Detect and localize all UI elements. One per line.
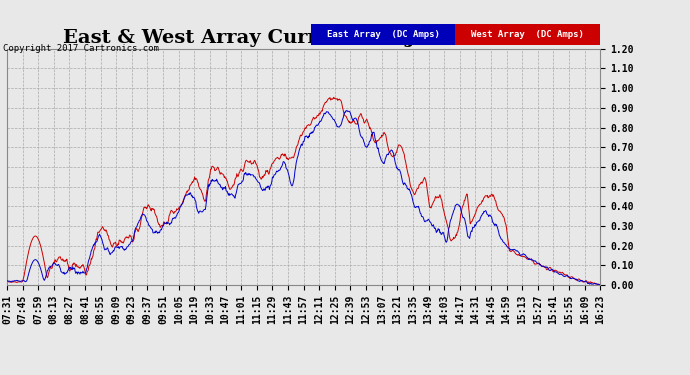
Text: Copyright 2017 Cartronics.com: Copyright 2017 Cartronics.com bbox=[3, 44, 159, 52]
Text: West Array  (DC Amps): West Array (DC Amps) bbox=[471, 30, 584, 39]
Text: East Array  (DC Amps): East Array (DC Amps) bbox=[326, 30, 440, 39]
Title: East & West Array Current Tue Jan 24 16:34: East & West Array Current Tue Jan 24 16:… bbox=[63, 29, 544, 47]
